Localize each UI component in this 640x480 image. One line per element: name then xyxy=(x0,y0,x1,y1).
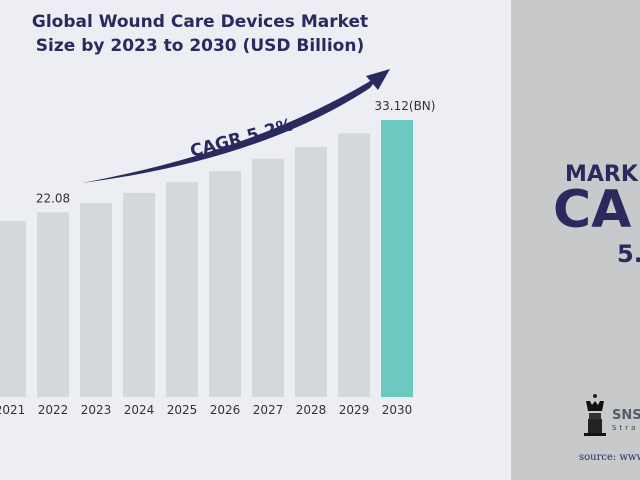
source-text: source: www xyxy=(579,452,640,463)
side-panel: MARK CA 5. SNS Stra source: www xyxy=(511,0,640,480)
x-tick-label: 2022 xyxy=(38,403,69,417)
bar-2022 xyxy=(37,212,69,397)
cagr-annotation: CAGR 5.2% xyxy=(188,115,295,162)
x-tick-label: 2021 xyxy=(0,403,25,417)
bar-2021 xyxy=(0,220,26,397)
x-tick-label: 2028 xyxy=(296,403,327,417)
rook-logo-icon xyxy=(584,394,606,436)
bar-2029 xyxy=(338,133,370,397)
growth-arrow xyxy=(82,75,380,183)
data-label: 22.08 xyxy=(36,191,70,205)
x-tick-label: 2026 xyxy=(210,403,241,417)
x-tick-label: 2029 xyxy=(339,403,370,417)
arrow-head-icon xyxy=(366,69,390,90)
bar-2030 xyxy=(381,120,413,397)
x-tick-label: 2024 xyxy=(124,403,155,417)
x-tick-label: 2023 xyxy=(81,403,112,417)
title-line: Size by 2023 to 2030 (USD Billion) xyxy=(35,36,365,56)
x-tick-label: 2027 xyxy=(253,403,284,417)
data-label: 33.12(BN) xyxy=(375,99,436,113)
cagr-label: CA xyxy=(553,180,632,240)
bar-2024 xyxy=(123,192,155,397)
brand-subtitle: Stra xyxy=(612,424,639,432)
brand-name: SNS xyxy=(612,408,640,423)
bar-2027 xyxy=(252,158,284,397)
bar-2026 xyxy=(209,171,241,397)
cagr-value: 5. xyxy=(617,240,640,268)
market-label: MARK xyxy=(565,162,638,187)
bar-2025 xyxy=(166,182,198,397)
x-tick-label: 2030 xyxy=(382,403,413,417)
bar-chart: 2021 2022 22.08 2023 2024 2025 2026 2027 2028 202… xyxy=(0,69,436,417)
x-tick-label: 2025 xyxy=(167,403,198,417)
bar-2023 xyxy=(80,202,112,397)
title-line: Global Wound Care Devices Market xyxy=(31,12,369,32)
bar-2028 xyxy=(295,146,327,397)
chart-title: Global Wound Care Devices Market Size by … xyxy=(0,10,400,58)
